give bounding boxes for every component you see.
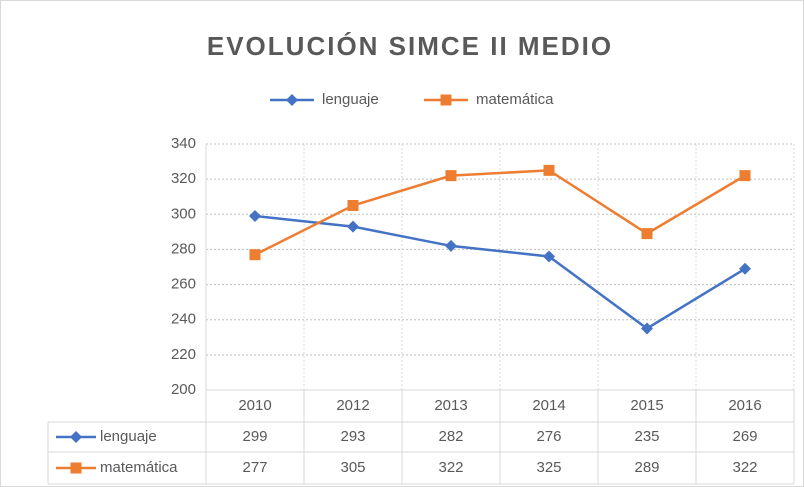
table-cell: 325	[536, 459, 561, 476]
legend-label: lenguaje	[322, 91, 379, 108]
x-tick-label: 2010	[238, 397, 271, 414]
marker	[70, 431, 82, 443]
table-row-label: matemática	[100, 459, 178, 476]
marker	[445, 170, 457, 182]
marker	[543, 250, 555, 263]
marker	[347, 220, 359, 233]
marker	[641, 228, 653, 240]
y-tick-label: 260	[171, 276, 196, 293]
y-tick-label: 220	[171, 346, 196, 363]
table-cell: 277	[242, 459, 267, 476]
x-tick-label: 2016	[728, 397, 761, 414]
table-cell: 305	[340, 459, 365, 476]
marker	[347, 200, 359, 211]
series-line	[254, 214, 746, 331]
y-tick-label: 240	[171, 311, 196, 328]
y-tick-label: 200	[171, 381, 196, 398]
y-tick-label: 320	[171, 170, 196, 187]
table-cell: 282	[438, 428, 463, 445]
y-tick-label: 280	[171, 240, 196, 257]
x-tick-label: 2015	[630, 397, 663, 414]
series-line	[254, 169, 746, 256]
y-tick-label: 340	[171, 135, 196, 152]
marker	[739, 170, 751, 182]
x-tick-label: 2014	[532, 397, 565, 414]
marker	[739, 262, 751, 275]
chart-title: EVOLUCIÓN SIMCE II MEDIO	[207, 31, 613, 61]
marker	[440, 94, 452, 106]
table-cell: 299	[242, 428, 267, 445]
marker	[543, 164, 555, 176]
table-cell: 322	[438, 459, 463, 476]
table-row-label: lenguaje	[100, 428, 157, 445]
y-tick-label: 300	[171, 205, 196, 222]
table-cell: 276	[536, 428, 561, 445]
table-cell: 289	[634, 459, 659, 476]
table-cell: 322	[732, 459, 757, 476]
marker	[249, 249, 261, 261]
table-cell: 235	[634, 428, 659, 445]
marker	[641, 322, 653, 335]
table-cell: 269	[732, 428, 757, 445]
marker	[445, 239, 457, 252]
x-tick-label: 2012	[336, 397, 369, 414]
x-tick-label: 2013	[434, 397, 467, 414]
marker	[286, 94, 298, 106]
marker	[249, 210, 261, 223]
marker	[70, 462, 82, 474]
legend-label: matemática	[476, 91, 554, 108]
table-cell: 293	[340, 428, 365, 445]
